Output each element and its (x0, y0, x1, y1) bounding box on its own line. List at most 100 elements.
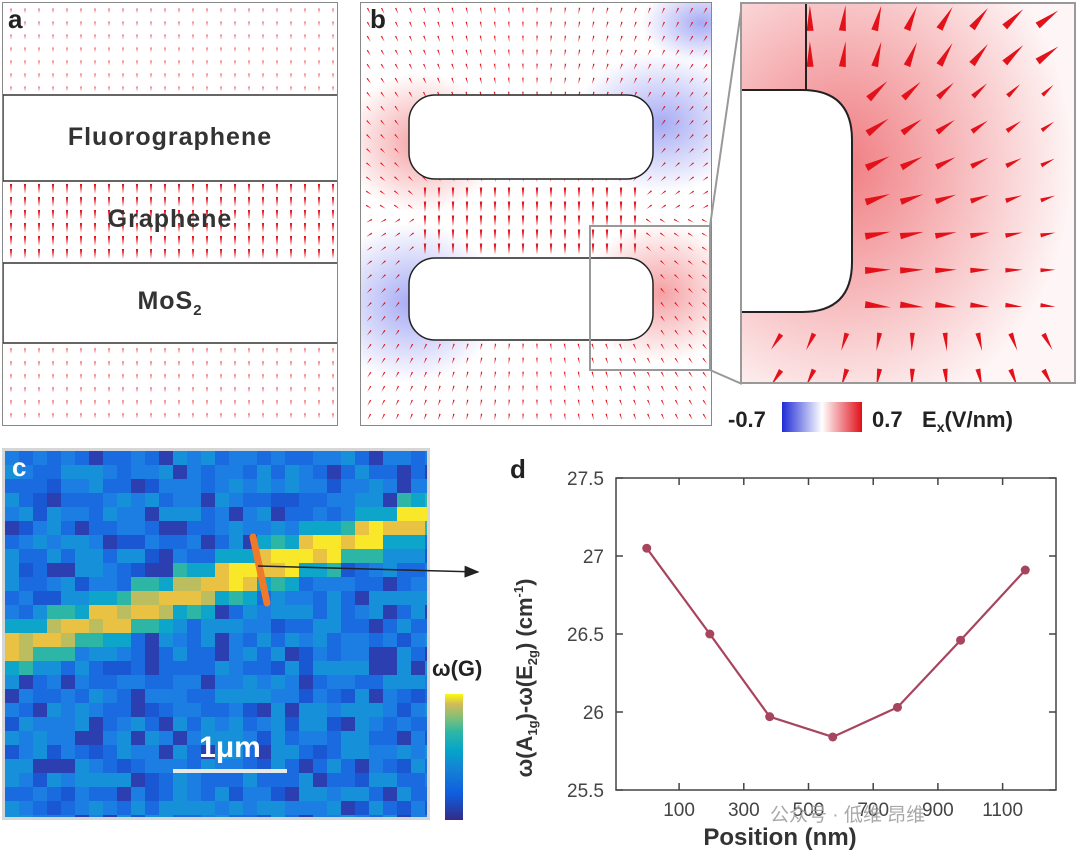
map-pixel (327, 549, 341, 563)
map-pixel (33, 675, 47, 689)
field-arrow (381, 399, 386, 406)
field-arrow (51, 223, 55, 233)
map-pixel (131, 535, 145, 549)
field-arrow (394, 232, 401, 237)
field-arrow (121, 249, 125, 259)
field-arrow (234, 34, 236, 40)
zoom-field-arrow (935, 267, 957, 274)
field-arrow (633, 187, 637, 199)
field-arrow (381, 329, 386, 336)
map-pixel (271, 535, 285, 549)
field-arrow (451, 343, 455, 351)
map-pixel (5, 731, 19, 745)
map-pixel (187, 801, 201, 815)
field-arrow (304, 374, 306, 380)
field-arrow (192, 34, 194, 40)
map-pixel (425, 703, 427, 717)
field-arrow (220, 8, 222, 14)
omega-g-colorbar-label: ω(G) (432, 656, 483, 681)
field-arrow (578, 21, 581, 29)
field-arrow (437, 357, 441, 365)
map-pixel (75, 591, 89, 605)
field-arrow (262, 413, 264, 419)
map-pixel (173, 703, 187, 717)
field-arrow (702, 371, 707, 378)
map-pixel (89, 717, 103, 731)
field-arrow (380, 315, 386, 322)
field-arrow (52, 374, 54, 380)
map-pixel (257, 703, 271, 717)
map-pixel (131, 689, 145, 703)
map-pixel (19, 535, 33, 549)
field-arrow (332, 361, 334, 367)
map-pixel (243, 773, 257, 787)
field-arrow (79, 236, 83, 246)
field-arrow (366, 49, 371, 56)
map-pixel (159, 479, 173, 493)
field-arrow (564, 77, 567, 85)
field-arrow (94, 361, 96, 367)
field-arrow (94, 21, 96, 27)
map-pixel (313, 647, 327, 661)
map-pixel (89, 563, 103, 577)
field-arrow (508, 413, 510, 421)
map-pixel (159, 605, 173, 619)
map-pixel (411, 535, 425, 549)
field-arrow (408, 63, 413, 70)
field-arrow (661, 21, 666, 28)
field-arrow (451, 201, 455, 213)
field-arrow (380, 77, 385, 84)
field-arrow (465, 243, 469, 255)
field-arrow (136, 47, 138, 53)
map-pixel (341, 801, 355, 815)
map-pixel (425, 815, 427, 817)
field-arrow (366, 246, 373, 251)
field-arrow (381, 357, 386, 364)
map-pixel (397, 521, 411, 535)
map-pixel (285, 577, 299, 591)
field-arrow (178, 21, 180, 27)
field-arrow (10, 8, 12, 14)
map-pixel (285, 773, 299, 787)
field-arrow (380, 232, 387, 237)
map-pixel (299, 801, 313, 815)
map-pixel (117, 801, 131, 815)
map-pixel (19, 563, 33, 577)
field-arrow (261, 197, 265, 207)
field-arrow (550, 63, 552, 71)
map-pixel (383, 465, 397, 479)
field-arrow (191, 223, 195, 233)
map-pixel (33, 647, 47, 661)
field-arrow (437, 215, 441, 227)
map-pixel (397, 787, 411, 801)
map-pixel (341, 507, 355, 521)
field-arrow (466, 399, 469, 407)
field-arrow (206, 47, 208, 53)
field-arrow (108, 400, 110, 406)
map-pixel (75, 675, 89, 689)
field-arrow (206, 400, 208, 406)
field-arrow (66, 47, 68, 53)
map-pixel (131, 759, 145, 773)
map-pixel (341, 703, 355, 717)
map-pixel (75, 647, 89, 661)
map-pixel (75, 521, 89, 535)
map-pixel (131, 479, 145, 493)
map-pixel (425, 535, 427, 549)
map-pixel (173, 689, 187, 703)
field-arrow (702, 190, 709, 195)
field-arrow (366, 35, 371, 42)
map-pixel (313, 535, 327, 549)
map-pixel (145, 801, 159, 815)
field-arrow (675, 77, 680, 84)
field-arrow (317, 249, 321, 259)
field-arrow (80, 34, 82, 40)
map-pixel (5, 759, 19, 773)
field-arrow (164, 374, 166, 380)
watermark: 公众号 · 低维 昂维 (770, 805, 926, 826)
map-pixel (397, 605, 411, 619)
field-arrow (206, 348, 208, 354)
field-arrow (661, 105, 666, 112)
field-arrow (107, 210, 111, 220)
map-pixel (89, 773, 103, 787)
